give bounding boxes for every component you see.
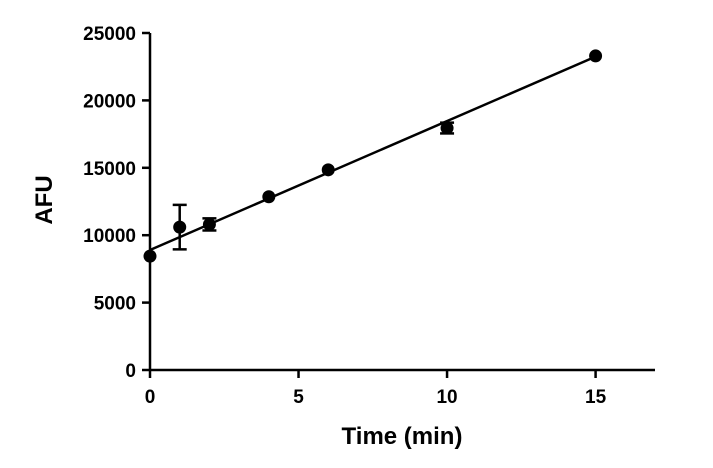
x-axis-title: Time (min) — [342, 423, 463, 450]
fit-line — [149, 55, 597, 252]
data-point — [262, 190, 276, 204]
y-tick-label: 20000 — [83, 91, 136, 112]
data-point — [589, 49, 603, 63]
y-tick-label: 25000 — [83, 24, 136, 45]
data-point — [173, 220, 187, 234]
y-tick-label: 0 — [125, 361, 136, 382]
x-axis: 0 5 10 15 — [145, 368, 655, 408]
plot-area — [143, 49, 603, 263]
y-axis-title: AFU — [31, 175, 58, 224]
data-point — [202, 217, 216, 231]
y-tick-label: 15000 — [83, 159, 136, 180]
x-tick-label: 0 — [145, 387, 156, 408]
y-tick-label: 5000 — [94, 294, 136, 315]
x-tick-label: 10 — [436, 387, 457, 408]
x-tick-label: 15 — [585, 387, 607, 408]
data-point — [321, 163, 335, 177]
x-tick-label: 5 — [293, 387, 304, 408]
data-point — [440, 121, 454, 135]
y-tick-label: 10000 — [83, 226, 136, 247]
y-axis: 0 5000 10000 15000 20000 25000 — [83, 24, 152, 382]
